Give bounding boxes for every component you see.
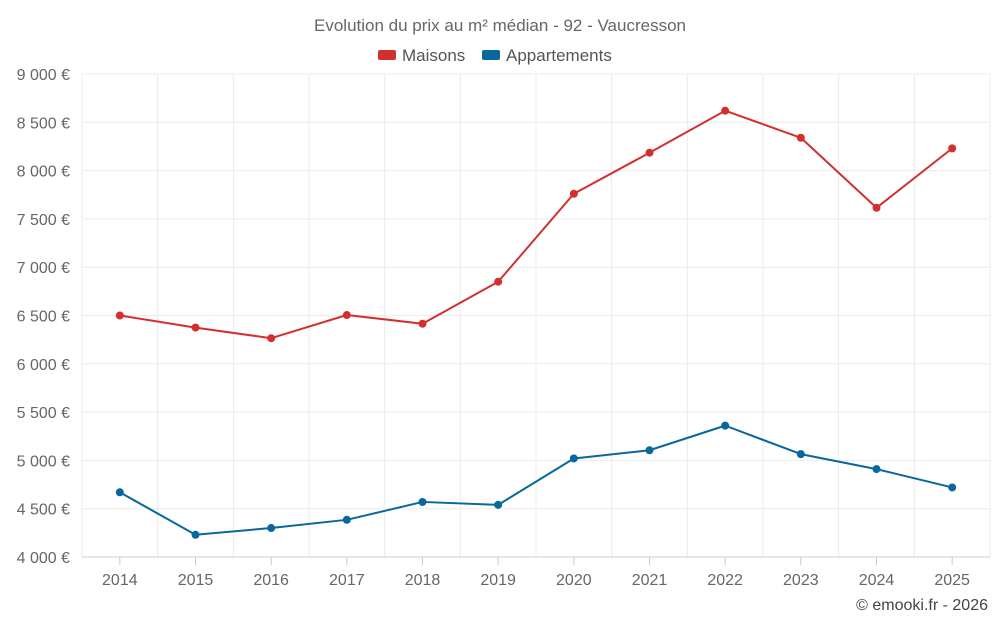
y-tick-label: 8 500 € bbox=[17, 115, 70, 132]
data-point-maisons-2024[interactable] bbox=[872, 203, 881, 212]
series-line-maisons bbox=[119, 109, 953, 340]
data-point-maisons-2021[interactable] bbox=[645, 148, 654, 157]
y-tick-label: 4 000 € bbox=[17, 550, 70, 567]
x-tick-label: 2018 bbox=[405, 572, 441, 589]
x-tick-label: 2021 bbox=[632, 572, 668, 589]
grid-layer bbox=[81, 73, 991, 558]
y-axis: 4 000 € 4 500 € 5 000 € 5 500 € 6 000 € 6 500… bbox=[17, 67, 70, 567]
x-tick-label: 2020 bbox=[556, 572, 592, 589]
data-point-appartements-2014[interactable] bbox=[115, 488, 124, 497]
y-tick-label: 7 000 € bbox=[17, 260, 70, 277]
data-point-maisons-2016[interactable] bbox=[267, 334, 276, 343]
series-line-appartements bbox=[119, 424, 953, 536]
x-axis: 2014 2015 2016 2017 2018 2019 2020 2021 2022 2023… bbox=[82, 556, 990, 589]
data-point-appartements-2025[interactable] bbox=[948, 483, 957, 492]
legend-swatch-appartements bbox=[482, 50, 500, 60]
y-tick-label: 8 000 € bbox=[17, 164, 70, 181]
data-point-appartements-2018[interactable] bbox=[418, 497, 427, 506]
series-layer bbox=[115, 106, 957, 539]
legend-label-maisons[interactable]: Maisons bbox=[402, 46, 465, 65]
data-point-appartements-2022[interactable] bbox=[721, 421, 730, 430]
x-tick-label: 2019 bbox=[480, 572, 516, 589]
data-point-appartements-2016[interactable] bbox=[267, 524, 276, 533]
legend-swatch-maisons bbox=[378, 50, 396, 60]
x-tick-label: 2015 bbox=[178, 572, 214, 589]
credit-text: © emooki.fr - 2026 bbox=[856, 597, 988, 614]
legend: Maisons Appartements bbox=[378, 46, 612, 65]
y-tick-label: 9 000 € bbox=[17, 67, 70, 84]
y-tick-label: 5 500 € bbox=[17, 405, 70, 422]
x-tick-label: 2024 bbox=[859, 572, 895, 589]
data-point-maisons-2020[interactable] bbox=[569, 189, 578, 198]
data-point-appartements-2020[interactable] bbox=[569, 454, 578, 463]
x-tick-label: 2022 bbox=[707, 572, 743, 589]
legend-label-appartements[interactable]: Appartements bbox=[506, 46, 612, 65]
x-tick-label: 2023 bbox=[783, 572, 819, 589]
data-point-appartements-2017[interactable] bbox=[342, 515, 351, 524]
chart-title: Evolution du prix au m² médian - 92 - Va… bbox=[314, 16, 686, 35]
x-tick-label: 2017 bbox=[329, 572, 365, 589]
y-tick-label: 6 000 € bbox=[17, 357, 70, 374]
x-tick-label: 2016 bbox=[253, 572, 289, 589]
data-point-maisons-2022[interactable] bbox=[721, 106, 730, 115]
x-tick-label: 2025 bbox=[934, 572, 970, 589]
data-point-maisons-2017[interactable] bbox=[342, 311, 351, 320]
data-point-appartements-2021[interactable] bbox=[645, 446, 654, 455]
data-point-appartements-2019[interactable] bbox=[494, 500, 503, 509]
data-point-maisons-2018[interactable] bbox=[418, 319, 427, 328]
x-tick-label: 2014 bbox=[102, 572, 138, 589]
data-point-maisons-2023[interactable] bbox=[796, 133, 805, 142]
data-point-appartements-2015[interactable] bbox=[191, 530, 200, 539]
data-point-maisons-2019[interactable] bbox=[494, 277, 503, 286]
data-point-appartements-2023[interactable] bbox=[796, 450, 805, 459]
data-point-maisons-2015[interactable] bbox=[191, 323, 200, 332]
y-tick-label: 6 500 € bbox=[17, 309, 70, 326]
data-point-maisons-2014[interactable] bbox=[115, 311, 124, 320]
y-tick-label: 7 500 € bbox=[17, 212, 70, 229]
data-point-appartements-2024[interactable] bbox=[872, 465, 881, 474]
y-tick-label: 4 500 € bbox=[17, 502, 70, 519]
y-tick-label: 5 000 € bbox=[17, 453, 70, 470]
data-point-maisons-2025[interactable] bbox=[948, 144, 957, 153]
